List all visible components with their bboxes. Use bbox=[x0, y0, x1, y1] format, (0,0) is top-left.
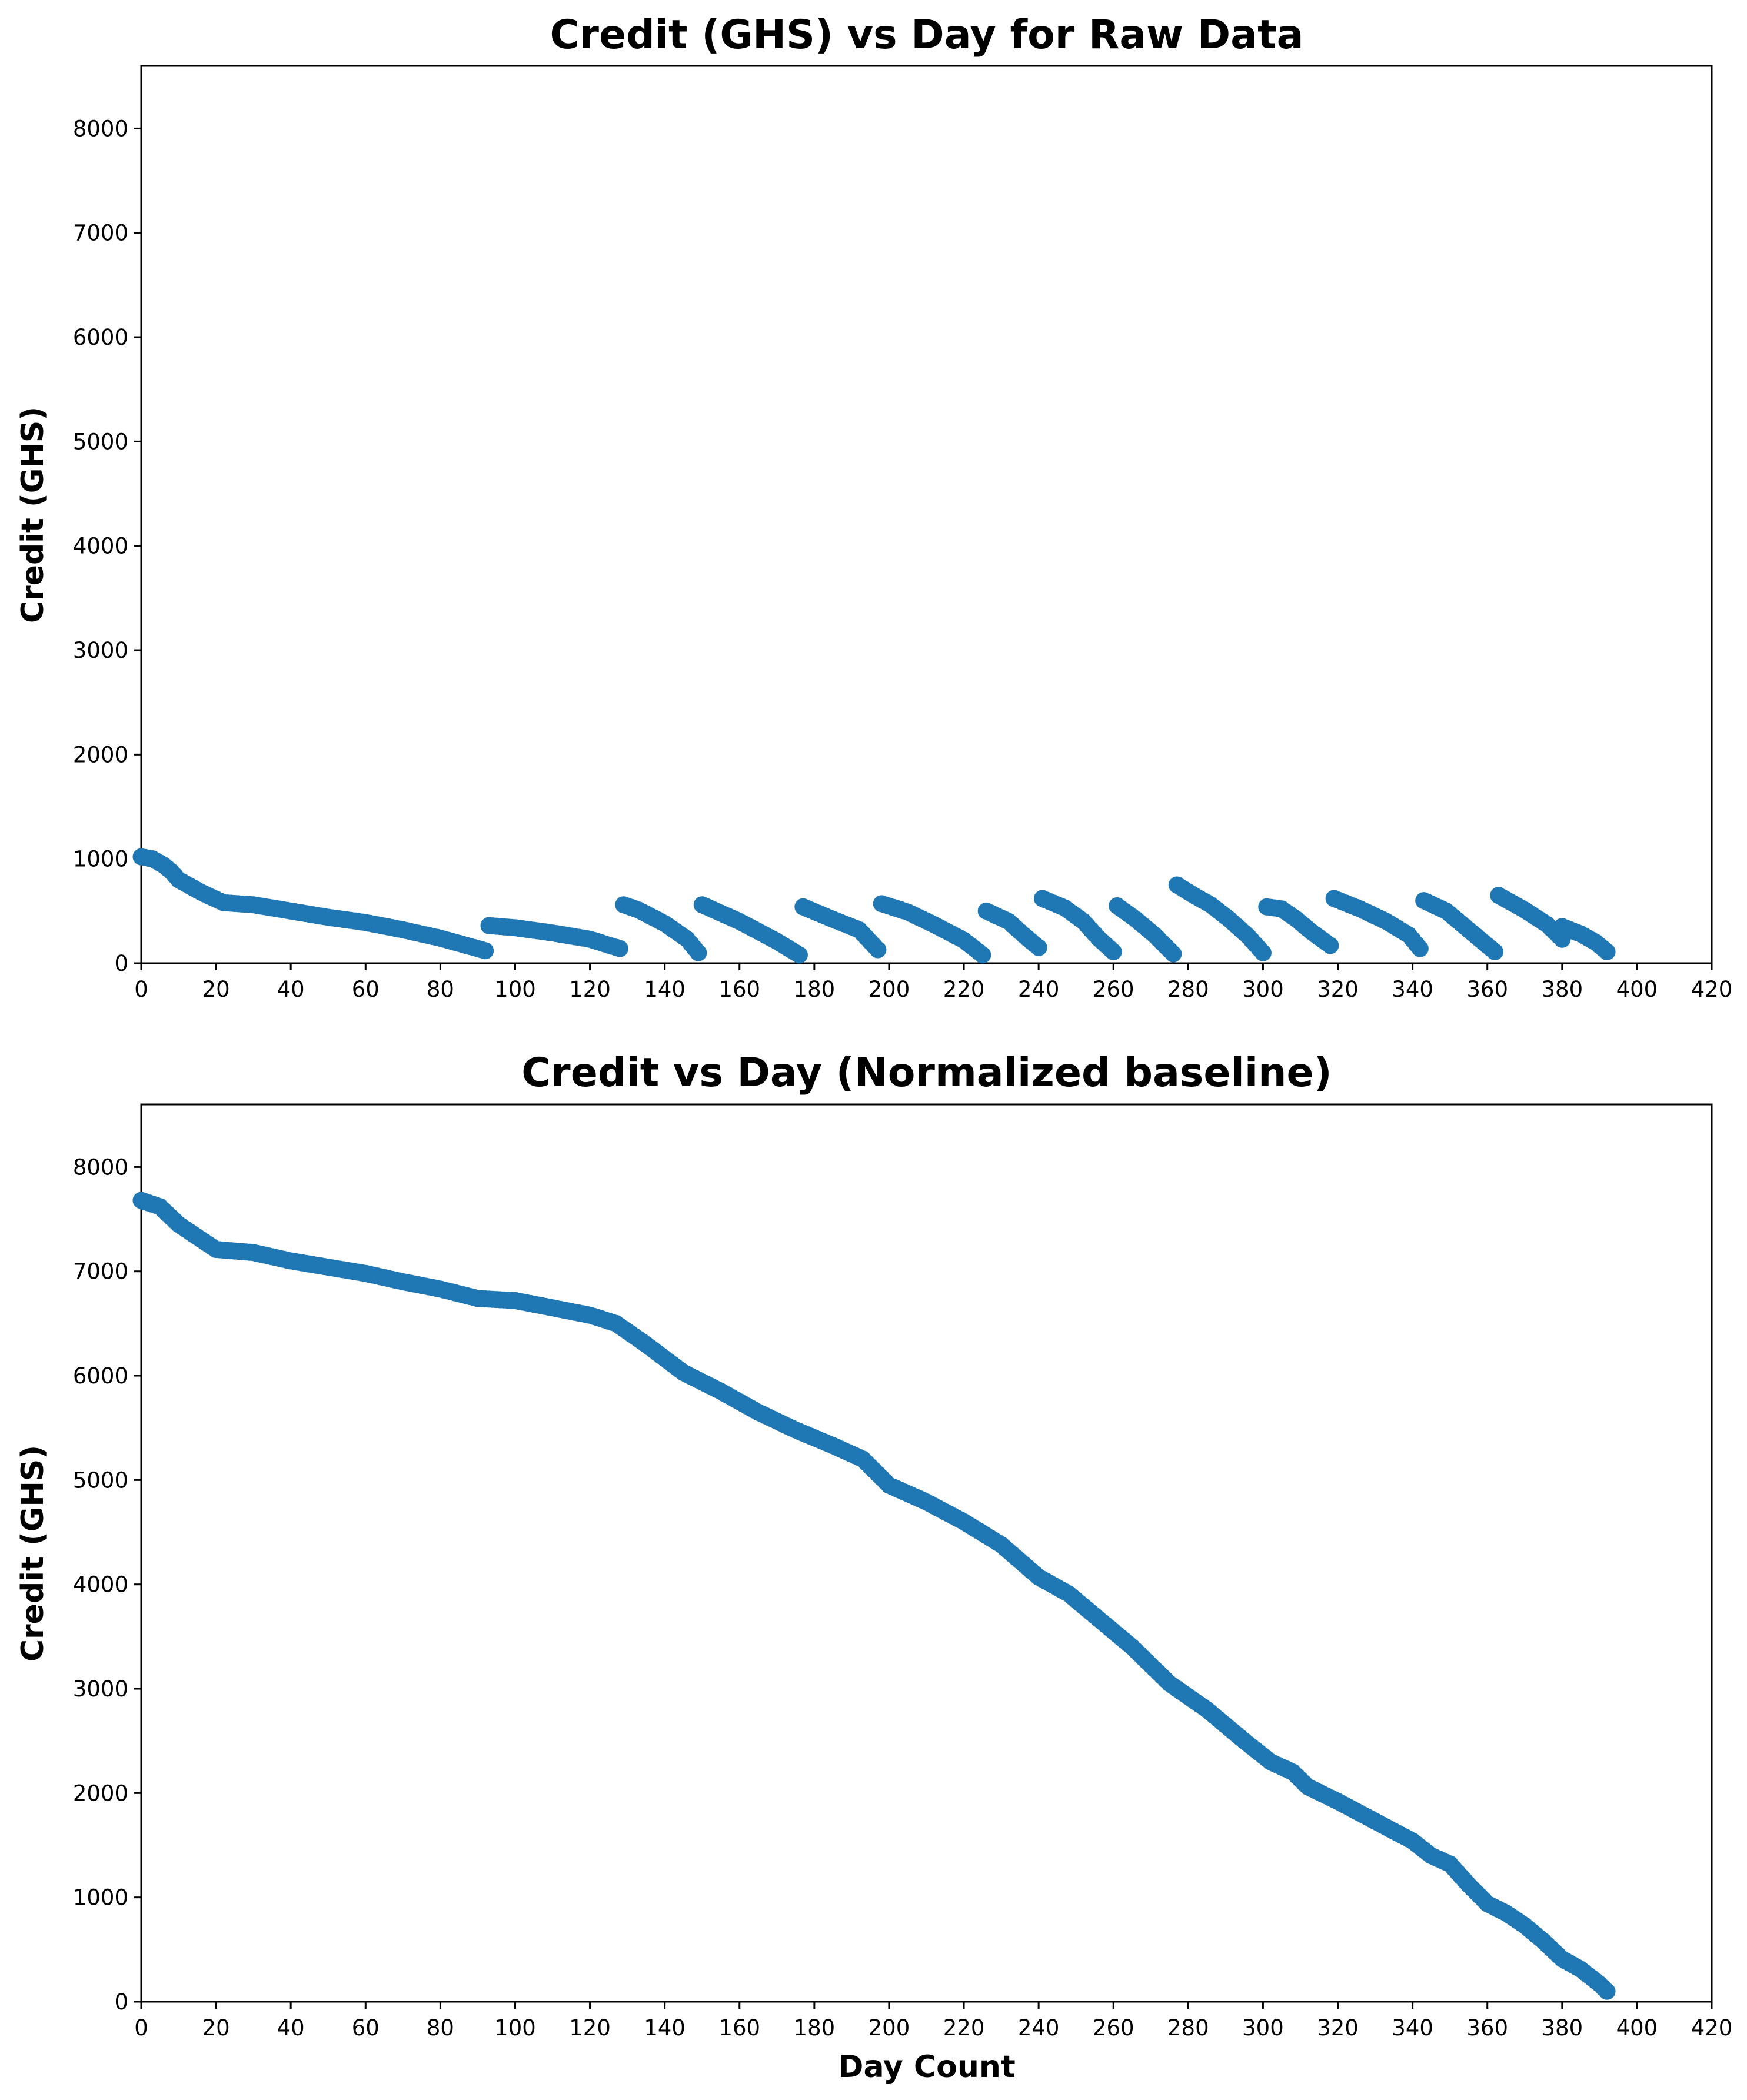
x-tick-label: 60 bbox=[352, 2015, 380, 2041]
y-tick-label: 8000 bbox=[73, 116, 128, 141]
y-tick-label: 3000 bbox=[73, 638, 128, 663]
x-tick-label: 320 bbox=[1317, 2015, 1359, 2041]
x-tick-label: 140 bbox=[644, 977, 686, 1002]
x-tick-label: 300 bbox=[1242, 2015, 1284, 2041]
x-tick-label: 20 bbox=[202, 2015, 230, 2041]
x-tick-label: 100 bbox=[494, 977, 536, 1002]
y-tick-label: 8000 bbox=[73, 1154, 128, 1180]
data-point bbox=[611, 940, 628, 957]
x-tick-label: 400 bbox=[1616, 977, 1658, 1002]
x-tick-label: 120 bbox=[569, 2015, 611, 2041]
data-points bbox=[132, 1192, 1616, 2000]
x-tick-label: 60 bbox=[352, 977, 380, 1002]
x-axis: 0 20 40 60 80 100 120 140 160 180 200 220 240 260 280 3… bbox=[134, 2002, 1732, 2041]
data-point bbox=[974, 946, 991, 964]
y-tick-label: 7000 bbox=[73, 1259, 128, 1284]
x-tick-label: 180 bbox=[794, 977, 836, 1002]
x-tick-label: 200 bbox=[868, 977, 910, 1002]
data-point bbox=[790, 946, 808, 964]
y-tick-label: 0 bbox=[114, 951, 128, 976]
x-tick-label: 120 bbox=[569, 977, 611, 1002]
x-tick-label: 360 bbox=[1466, 977, 1508, 1002]
x-tick-label: 80 bbox=[427, 2015, 454, 2041]
y-axis: 0 1000 2000 3000 4000 5000 6000 7000 8000 bbox=[73, 1154, 141, 2015]
x-tick-label: 0 bbox=[134, 2015, 148, 2041]
data-point bbox=[1598, 1982, 1616, 2000]
data-point bbox=[1030, 938, 1047, 956]
x-tick-label: 160 bbox=[718, 977, 760, 1002]
x-tick-label: 80 bbox=[427, 977, 454, 1002]
y-tick-label: 5000 bbox=[73, 429, 128, 454]
data-point bbox=[1104, 943, 1122, 960]
y-tick-label: 1000 bbox=[73, 1885, 128, 1911]
y-tick-label: 4000 bbox=[73, 534, 128, 559]
x-tick-label: 240 bbox=[1018, 977, 1060, 1002]
x-tick-label: 260 bbox=[1093, 2015, 1134, 2041]
data-point bbox=[1486, 943, 1503, 960]
plot-frame bbox=[140, 1103, 1713, 2003]
x-tick-label: 420 bbox=[1691, 977, 1733, 1002]
normalized-panel: Credit vs Day (Normalized baseline) Cred… bbox=[15, 1050, 1732, 2085]
data-point bbox=[477, 942, 494, 960]
x-tick-label: 380 bbox=[1541, 2015, 1583, 2041]
x-tick-label: 240 bbox=[1018, 2015, 1060, 2041]
x-tick-label: 160 bbox=[718, 2015, 760, 2041]
y-tick-label: 5000 bbox=[73, 1467, 128, 1493]
y-axis-label: Credit (GHS) bbox=[15, 1445, 51, 1662]
y-tick-label: 7000 bbox=[73, 221, 128, 246]
x-tick-label: 20 bbox=[202, 977, 230, 1002]
x-tick-label: 260 bbox=[1093, 977, 1134, 1002]
y-axis-label: Credit (GHS) bbox=[15, 407, 51, 623]
data-point bbox=[1322, 937, 1339, 954]
x-tick-label: 400 bbox=[1616, 2015, 1658, 2041]
chart-title: Credit vs Day (Normalized baseline) bbox=[521, 1050, 1332, 1096]
x-tick-label: 340 bbox=[1392, 2015, 1433, 2041]
x-tick-label: 40 bbox=[277, 2015, 305, 2041]
data-point bbox=[1411, 940, 1429, 957]
y-tick-label: 1000 bbox=[73, 847, 128, 872]
data-point bbox=[1164, 945, 1182, 963]
y-tick-label: 6000 bbox=[73, 1363, 128, 1389]
x-tick-label: 40 bbox=[277, 977, 305, 1002]
y-tick-label: 2000 bbox=[73, 742, 128, 767]
plot-frame bbox=[140, 65, 1713, 964]
y-tick-label: 3000 bbox=[73, 1676, 128, 1702]
x-axis: 0 20 40 60 80 100 120 140 160 180 200 220 240 260 280 3… bbox=[134, 963, 1732, 1002]
x-tick-label: 180 bbox=[794, 2015, 836, 2041]
x-tick-label: 280 bbox=[1167, 977, 1209, 1002]
y-axis: 0 1000 2000 3000 4000 5000 6000 7000 8000 bbox=[73, 116, 141, 976]
data-point bbox=[869, 941, 887, 959]
x-tick-label: 420 bbox=[1691, 2015, 1733, 2041]
x-tick-label: 100 bbox=[494, 2015, 536, 2041]
x-tick-label: 320 bbox=[1317, 977, 1359, 1002]
x-tick-label: 200 bbox=[868, 2015, 910, 2041]
x-tick-label: 280 bbox=[1167, 2015, 1209, 2041]
chart-title: Credit (GHS) vs Day for Raw Data bbox=[550, 12, 1304, 58]
x-tick-label: 300 bbox=[1242, 977, 1284, 1002]
x-tick-label: 360 bbox=[1466, 2015, 1508, 2041]
x-axis-label: Day Count bbox=[838, 2049, 1015, 2085]
data-point bbox=[1598, 943, 1616, 960]
x-tick-label: 340 bbox=[1392, 977, 1433, 1002]
x-tick-label: 220 bbox=[943, 2015, 985, 2041]
raw-data-panel: Credit (GHS) vs Day for Raw Data Credit … bbox=[15, 12, 1732, 1002]
data-point bbox=[1254, 944, 1272, 961]
data-point bbox=[690, 944, 707, 961]
y-tick-label: 2000 bbox=[73, 1780, 128, 1806]
y-tick-label: 6000 bbox=[73, 325, 128, 350]
x-tick-label: 220 bbox=[943, 977, 985, 1002]
x-tick-label: 140 bbox=[644, 2015, 686, 2041]
x-tick-label: 380 bbox=[1541, 977, 1583, 1002]
y-tick-label: 0 bbox=[114, 1989, 128, 2015]
data-points bbox=[132, 848, 1616, 964]
x-tick-label: 0 bbox=[134, 977, 148, 1002]
y-tick-label: 4000 bbox=[73, 1572, 128, 1598]
